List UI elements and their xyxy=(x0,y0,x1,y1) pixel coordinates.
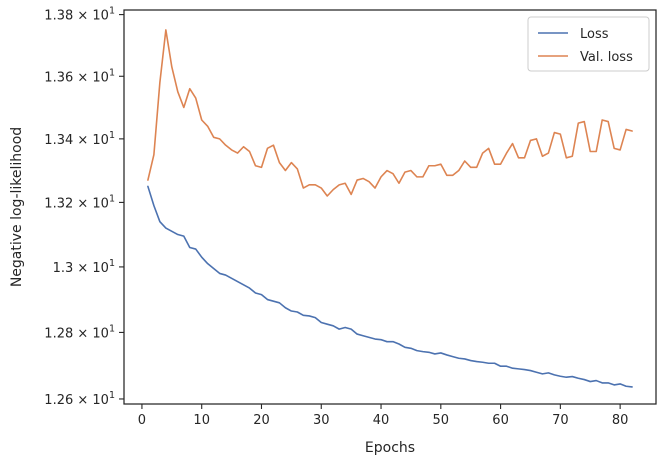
y-tick-label: 1.28 × 101 xyxy=(44,323,115,341)
y-axis-label: Negative log-likelihood xyxy=(9,127,25,287)
legend-label-val-loss: Val. loss xyxy=(580,50,633,65)
legend: Loss Val. loss xyxy=(527,16,650,72)
series-line-val-loss xyxy=(147,29,633,197)
x-tick-label: 50 xyxy=(433,413,450,428)
x-tick-label: 20 xyxy=(253,413,270,428)
plot-frame xyxy=(123,9,657,405)
y-tick-label: 1.34 × 101 xyxy=(44,130,115,148)
y-tick-label: 1.38 × 101 xyxy=(44,6,115,24)
x-tick-label: 60 xyxy=(492,413,509,428)
x-tick-label: 10 xyxy=(193,413,210,428)
legend-label-loss: Loss xyxy=(580,27,609,42)
axes: 0 10 20 30 40 50 60 70 80 1.26 × 101 1.28 × 101 1.3… xyxy=(44,6,628,428)
series-line-loss xyxy=(147,185,633,388)
x-tick-label: 40 xyxy=(373,413,390,428)
y-tick-label: 1.3 × 101 xyxy=(53,258,115,276)
x-tick-label: 70 xyxy=(552,413,569,428)
legend-box xyxy=(527,16,650,72)
x-tick-label: 80 xyxy=(612,413,629,428)
y-tick-label: 1.32 × 101 xyxy=(44,193,115,211)
x-tick-label: 30 xyxy=(313,413,330,428)
x-axis-label: Epochs xyxy=(365,440,415,456)
x-tick-label: 0 xyxy=(138,413,146,428)
y-tick-label: 1.26 × 101 xyxy=(44,390,115,408)
plot-area xyxy=(147,29,633,388)
y-tick-label: 1.36 × 101 xyxy=(44,67,115,85)
